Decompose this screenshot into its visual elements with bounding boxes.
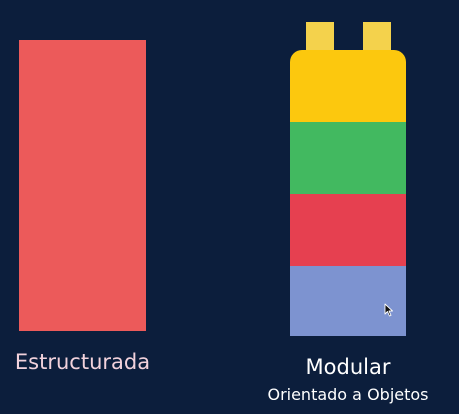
block-stud-right <box>363 22 391 52</box>
modular-sublabel: Orientado a Objetos <box>267 385 429 404</box>
mouse-pointer-icon <box>384 303 393 317</box>
modular-label: Modular <box>305 355 391 379</box>
structured-block <box>19 40 146 331</box>
modular-segment-yellow <box>290 50 406 122</box>
modular-segment-green <box>290 122 406 194</box>
block-stud-left <box>306 22 334 52</box>
modular-segment-blue <box>290 266 406 336</box>
structured-label: Estructurada <box>14 350 151 374</box>
modular-segment-red <box>290 194 406 266</box>
